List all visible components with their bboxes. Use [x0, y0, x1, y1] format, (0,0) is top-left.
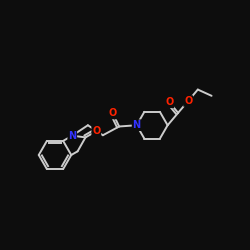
Text: O: O — [92, 126, 100, 136]
Text: N: N — [132, 120, 141, 130]
Text: O: O — [184, 96, 192, 106]
Text: O: O — [165, 97, 173, 107]
Text: O: O — [109, 108, 117, 118]
Text: N: N — [68, 131, 76, 141]
